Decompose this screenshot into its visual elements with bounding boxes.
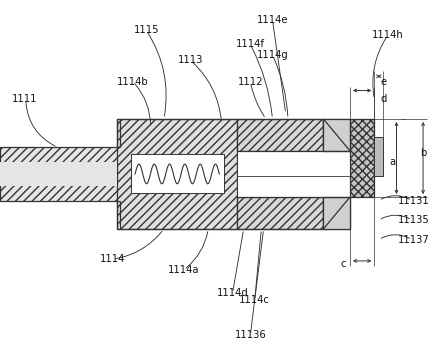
Text: e: e [380,77,386,87]
Text: 1115: 1115 [133,25,159,35]
Text: 1114: 1114 [100,254,126,264]
Text: b: b [420,148,426,158]
Bar [323,119,350,151]
Text: 1114g: 1114g [256,50,288,60]
Bar [323,197,350,229]
Text: 1114e: 1114e [256,15,288,24]
Text: d: d [380,94,386,104]
Text: 1114h: 1114h [372,31,404,40]
Polygon shape [323,197,350,229]
Text: 1114f: 1114f [236,39,265,49]
Text: c: c [341,260,346,269]
Bar [0,147,120,201]
Bar [323,151,350,197]
Text: 1114c: 1114c [239,295,270,305]
Text: 1114b: 1114b [117,77,149,87]
Bar [117,119,237,229]
Text: 1111: 1111 [12,94,37,104]
Text: 11131: 11131 [398,196,430,206]
Text: 1113: 1113 [178,55,203,65]
Bar [374,137,383,176]
Bar [237,197,323,229]
Text: 1114a: 1114a [168,265,200,275]
Bar [350,119,374,197]
Text: a: a [389,157,395,166]
Text: 1112: 1112 [237,77,263,87]
Bar [0,162,117,186]
Text: 11137: 11137 [398,235,430,245]
Bar [237,119,323,151]
Text: 1114d: 1114d [217,288,249,298]
Text: 11136: 11136 [234,331,266,340]
Bar [131,154,224,193]
Bar [237,151,323,197]
Polygon shape [323,119,350,151]
Text: 11135: 11135 [398,215,430,225]
